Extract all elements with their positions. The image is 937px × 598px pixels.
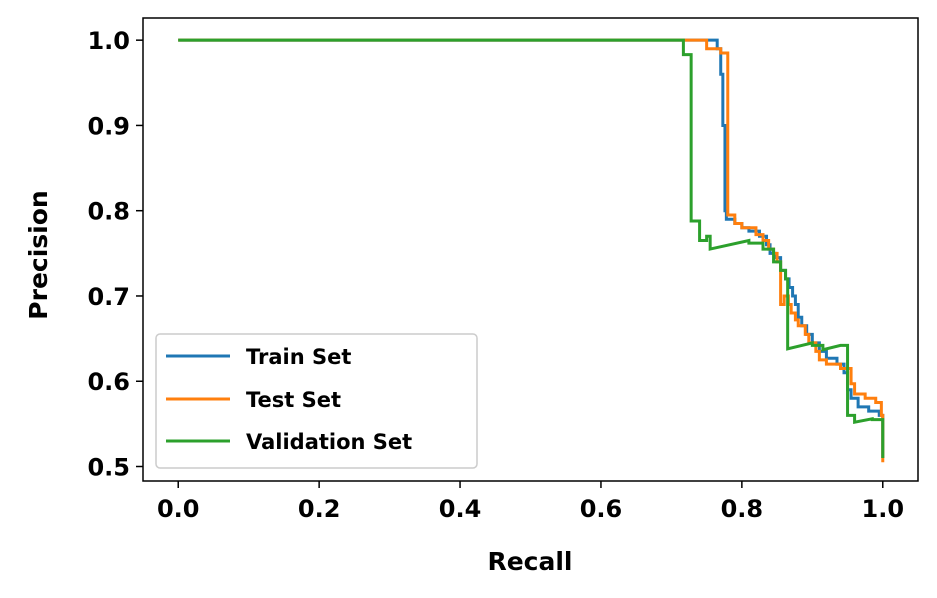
y-tick-label: 0.7 [87, 283, 130, 311]
x-tick-label: 0.6 [580, 495, 623, 523]
legend: Train Set Test Set Validation Set [155, 333, 478, 469]
series-line-test-set [178, 38, 885, 463]
series-line-validation-set [178, 38, 885, 458]
legend-label-test: Test Set [246, 388, 341, 412]
legend-label-train: Train Set [246, 345, 351, 369]
y-tick-label: 1.0 [87, 27, 130, 55]
y-axis-label: Precision [24, 190, 53, 319]
y-tick-label: 0.9 [87, 112, 130, 140]
plot-frame [142, 17, 919, 482]
x-tick-label: 0.8 [721, 495, 764, 523]
x-axis-ticks: 0.0 0.2 0.4 0.6 0.8 1.0 [157, 481, 904, 523]
legend-box [155, 333, 478, 469]
x-tick-label: 0.4 [439, 495, 482, 523]
x-tick-label: 0.2 [298, 495, 341, 523]
y-tick-label: 0.5 [87, 454, 130, 482]
series-layer [178, 38, 885, 463]
legend-label-validation: Validation Set [246, 430, 412, 454]
x-tick-label: 0.0 [157, 495, 200, 523]
y-tick-label: 0.6 [87, 368, 130, 396]
x-axis-label: Recall [487, 547, 572, 576]
y-tick-label: 0.8 [87, 198, 130, 226]
x-tick-label: 1.0 [862, 495, 905, 523]
y-axis-ticks: 0.5 0.6 0.7 0.8 0.9 1.0 [87, 27, 143, 482]
